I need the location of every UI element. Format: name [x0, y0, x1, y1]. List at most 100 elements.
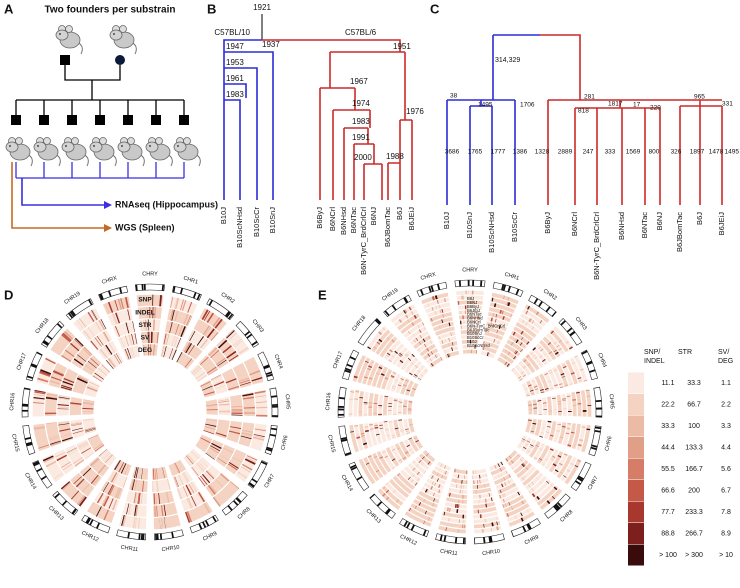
heat-cell — [206, 419, 218, 422]
ideogram-band — [159, 533, 163, 540]
heat-cell — [94, 337, 102, 347]
heat-cell — [89, 456, 110, 477]
heat-cell — [586, 428, 591, 431]
heat-cell — [418, 341, 422, 345]
heat-cell — [462, 349, 478, 354]
heat-cell — [36, 438, 48, 443]
heat-cell — [138, 480, 142, 492]
heat-cell — [254, 389, 268, 417]
heat-cell — [547, 380, 552, 383]
heat-cell — [428, 496, 432, 500]
heat-cell — [456, 290, 484, 296]
ideogram-band — [24, 437, 31, 440]
heat-cell — [384, 428, 389, 431]
heat-cell — [567, 409, 572, 411]
heat-cell — [443, 511, 446, 516]
heat-cell — [377, 488, 401, 510]
heat-cell — [407, 408, 412, 410]
heat-cell — [374, 424, 378, 427]
heat-cell — [115, 353, 122, 364]
heat-cell — [115, 312, 120, 324]
heat-cell — [523, 359, 527, 363]
chromosome-label: CHR12 — [399, 534, 418, 547]
strain-label: B6NJ — [467, 300, 477, 305]
heat-cell — [348, 389, 355, 417]
heat-cell — [433, 498, 436, 502]
heat-cell — [472, 470, 474, 475]
heat-cell — [173, 336, 179, 348]
heat-cell — [551, 456, 556, 460]
heat-cell — [101, 466, 109, 477]
heat-cell — [151, 344, 154, 356]
heat-cell — [519, 342, 523, 346]
heat-cell — [518, 360, 532, 376]
heat-cell — [173, 502, 178, 514]
heat-cell — [256, 406, 268, 409]
heat-cell — [446, 507, 450, 512]
heat-cell — [391, 466, 396, 470]
heat-cell — [547, 420, 552, 423]
heat-cell — [384, 395, 389, 398]
heat-cell — [458, 519, 460, 524]
heat-cell — [544, 458, 549, 461]
heat-cell — [254, 390, 266, 395]
mouse-icon — [117, 137, 145, 167]
heat-cell — [184, 358, 193, 368]
legend-value: 6.7 — [721, 487, 731, 494]
heat-cell — [484, 498, 487, 503]
heat-cell — [36, 356, 57, 385]
heat-cell — [474, 509, 476, 514]
heat-cell — [173, 476, 179, 488]
heat-cell — [524, 443, 529, 446]
heat-cell — [407, 410, 412, 411]
heat-cell — [385, 496, 390, 501]
heat-cell — [521, 500, 525, 505]
heat-cell — [513, 510, 517, 515]
heat-cell — [57, 404, 69, 406]
heat-cell — [510, 506, 513, 511]
ideogram-band — [43, 340, 50, 345]
heat-cell — [409, 372, 413, 376]
heat-cell — [239, 381, 251, 386]
heat-cell — [368, 404, 373, 406]
heat-cell — [567, 364, 572, 367]
heat-cell — [186, 511, 193, 523]
heat-cell — [476, 335, 479, 340]
heat-cell — [571, 423, 581, 450]
heat-cell — [206, 404, 218, 407]
branch-length: 1777 — [491, 149, 506, 156]
heat-cell — [525, 393, 530, 396]
heat-cell — [156, 480, 159, 492]
heat-cell — [228, 461, 239, 469]
legend-value: 22.2 — [661, 401, 675, 408]
ideogram-band — [204, 520, 210, 527]
heat-cell — [490, 527, 493, 532]
heat-cell — [508, 474, 512, 478]
heat-cell — [73, 476, 82, 485]
heat-cell — [477, 315, 479, 320]
year-label: 2000 — [354, 153, 372, 162]
heat-cell — [70, 402, 82, 405]
heat-cell — [478, 335, 479, 340]
legend-value: 4.4 — [721, 444, 731, 451]
year-label: 1976 — [406, 107, 424, 116]
heat-cell — [417, 369, 421, 373]
heat-cell — [122, 515, 127, 527]
heat-cell — [203, 430, 215, 435]
heat-cell — [522, 365, 526, 369]
heat-cell — [353, 390, 360, 417]
legend-value: 100 — [688, 423, 700, 430]
heat-cell — [70, 421, 82, 425]
heat-cell — [500, 478, 503, 482]
heat-cell — [369, 428, 374, 431]
heat-cell — [74, 337, 84, 347]
heat-cell — [502, 504, 505, 509]
heat-cell — [173, 463, 180, 474]
heat-cell — [392, 346, 408, 366]
heat-cell — [53, 370, 65, 376]
heat-cell — [558, 462, 563, 466]
legend-value: 2.2 — [721, 401, 731, 408]
heat-cell — [92, 475, 101, 486]
heat-cell — [355, 390, 360, 393]
branch-length: 3686 — [445, 149, 460, 156]
